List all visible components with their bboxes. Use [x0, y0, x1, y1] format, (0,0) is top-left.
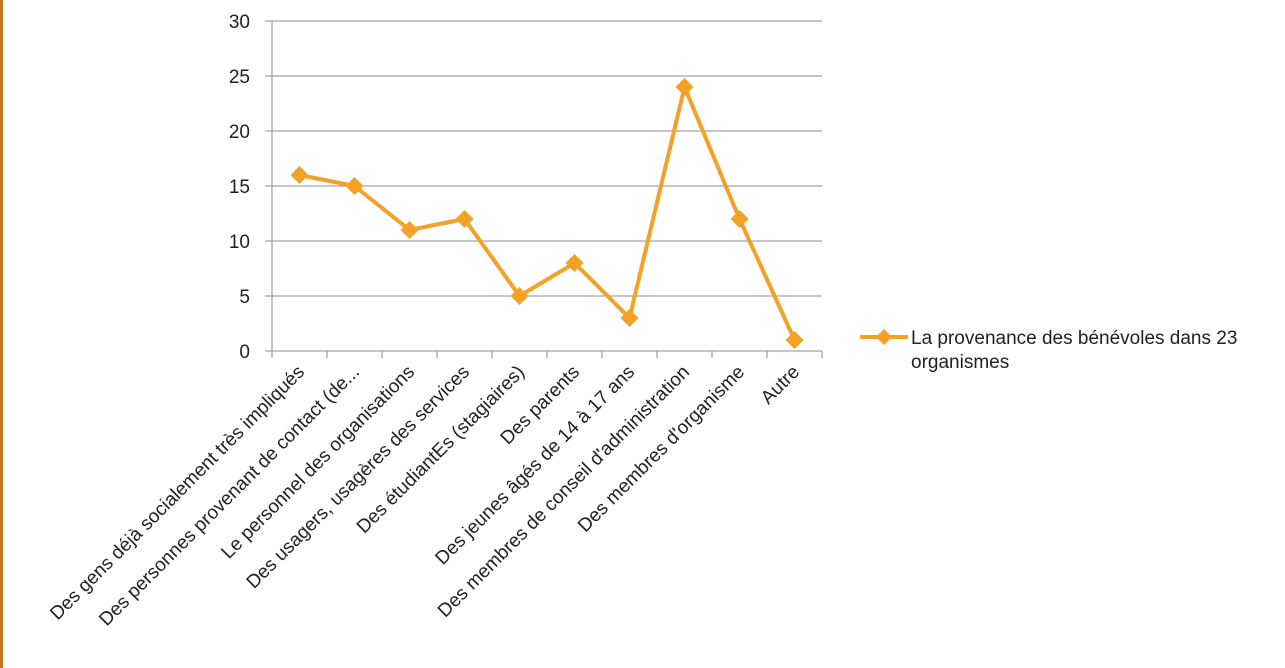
- y-tick-label: 20: [229, 122, 250, 143]
- x-tick-label: Autre: [757, 362, 804, 409]
- y-axis: 0 5 10 15 20 25 30: [229, 12, 273, 363]
- y-tick-label: 5: [239, 287, 250, 308]
- x-tick-label: Des gens déjà socialement très impliqués: [46, 362, 309, 625]
- x-tick-label: Des jeunes âgés de 14 à 17 ans: [431, 362, 639, 570]
- data-point-marker: [730, 210, 749, 228]
- x-axis: Des gens déjà socialement très impliqués…: [46, 350, 823, 630]
- x-tick-label: Des membres de conseil d'administration: [434, 362, 694, 622]
- data-point-marker: [510, 287, 529, 305]
- legend-label-line1: La provenance des bénévoles dans 23: [911, 328, 1237, 349]
- data-point-marker: [565, 254, 584, 272]
- y-tick-label: 10: [229, 232, 250, 253]
- series-group: [290, 78, 804, 349]
- data-point-marker: [675, 78, 694, 96]
- left-border: [0, 0, 3, 668]
- y-tick-label: 15: [229, 177, 250, 198]
- series-line: [297, 85, 797, 342]
- legend-label-line2: organismes: [911, 352, 1009, 373]
- data-point-marker: [345, 177, 364, 195]
- legend: La provenance des bénévoles dans 23 orga…: [860, 328, 1237, 373]
- data-point-marker: [620, 309, 639, 327]
- data-point-marker: [785, 331, 804, 349]
- y-tick-label: 25: [229, 67, 250, 88]
- data-point-marker: [400, 221, 419, 239]
- y-tick-label: 30: [229, 12, 250, 33]
- data-point-marker: [455, 210, 474, 228]
- y-tick-label: 0: [239, 342, 250, 363]
- data-point-marker: [290, 166, 309, 184]
- legend-marker-swatch: [876, 329, 892, 345]
- gridlines: [265, 20, 822, 297]
